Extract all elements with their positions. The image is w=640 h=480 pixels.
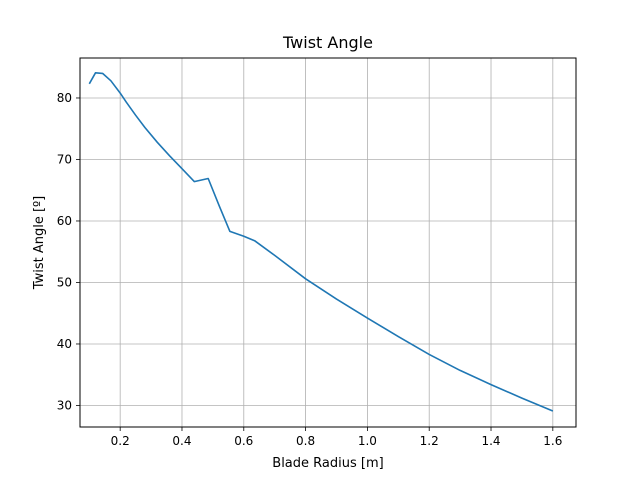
x-tick-label: 0.2: [111, 434, 130, 448]
grid: [80, 58, 576, 427]
y-tick-label: 70: [57, 152, 72, 166]
x-tick-label: 0.8: [296, 434, 315, 448]
twist-angle-line: [88, 72, 554, 412]
y-tick-label: 30: [57, 398, 72, 412]
x-tick-label: 0.6: [234, 434, 253, 448]
y-tick-label: 60: [57, 214, 72, 228]
x-tick-label: 1.0: [358, 434, 377, 448]
y-axis-label: Twist Angle [º]: [32, 196, 47, 290]
x-axis-ticks: 0.2 0.4 0.6 0.8 1.0 1.2 1.4 1.6: [111, 427, 562, 448]
plot-frame: [79, 57, 577, 428]
x-tick-label: 1.6: [543, 434, 562, 448]
x-tick-label: 0.4: [172, 434, 191, 448]
y-tick-label: 50: [57, 275, 72, 289]
y-tick-label: 80: [57, 91, 72, 105]
chart-title: Twist Angle: [282, 33, 373, 52]
series-layer: [88, 72, 554, 412]
x-axis-label: Blade Radius [m]: [272, 456, 383, 471]
y-axis-ticks: 30 40 50 60 70 80: [57, 91, 80, 412]
y-tick-label: 40: [57, 337, 72, 351]
x-tick-label: 1.4: [481, 434, 500, 448]
x-tick-label: 1.2: [420, 434, 439, 448]
